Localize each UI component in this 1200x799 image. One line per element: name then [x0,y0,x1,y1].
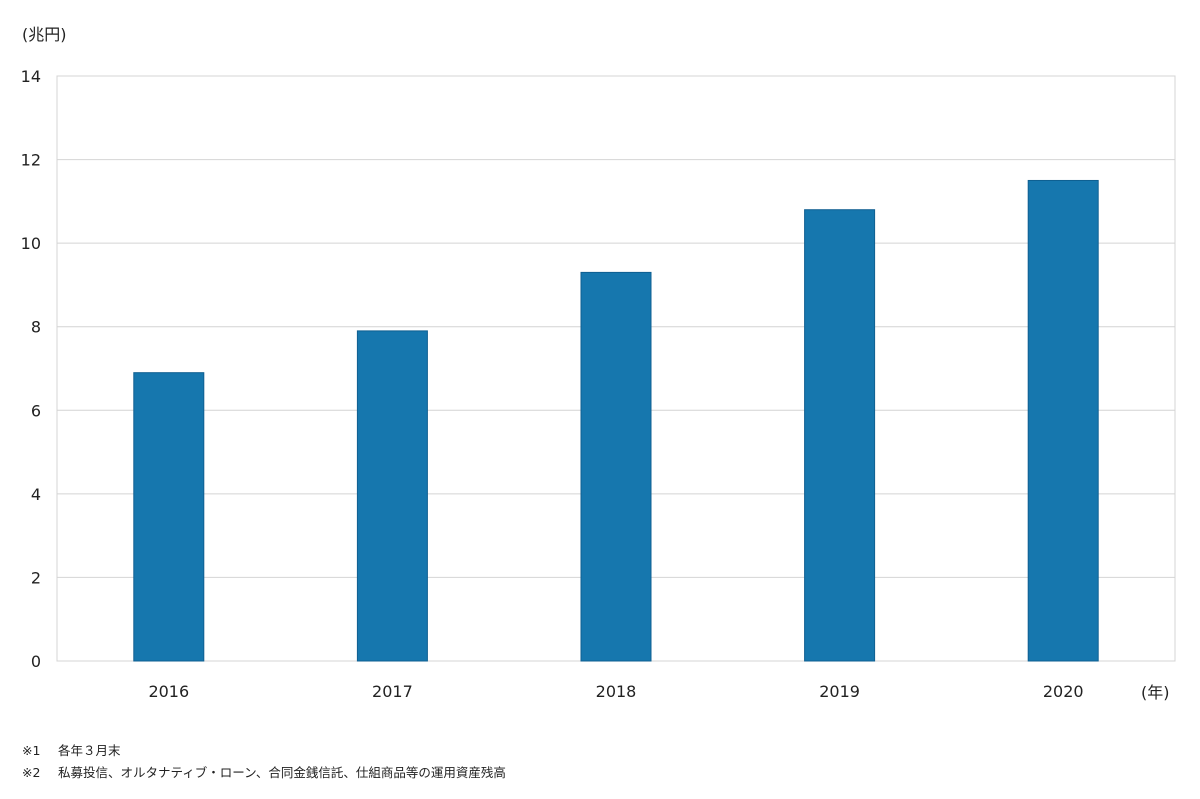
y-axis-ticks: 0 2 4 6 8 10 12 14 [21,67,41,671]
bar-2019 [804,209,876,662]
y-tick-label: 0 [31,652,41,671]
bars [133,179,1099,662]
y-tick-label: 8 [31,318,41,337]
footnote-1: ※1 各年３月末 [22,740,506,762]
footnote-mark: ※1 [22,743,41,758]
y-tick-label: 6 [31,401,41,420]
bar-chart: 0 2 4 6 8 10 12 14 2016 2017 2018 2019 2020 (兆円) (年… [21,25,1176,702]
x-axis-unit-label: (年) [1141,683,1170,702]
x-tick-label: 2018 [596,682,637,701]
x-tick-label: 2016 [148,682,189,701]
x-tick-label: 2017 [372,682,413,701]
x-axis-ticks: 2016 2017 2018 2019 2020 [148,682,1083,701]
x-tick-label: 2019 [819,682,860,701]
y-tick-label: 10 [21,234,41,253]
footnote-text: 各年３月末 [58,743,121,758]
y-tick-label: 4 [31,485,41,504]
x-tick-label: 2020 [1043,682,1084,701]
y-axis-unit-label: (兆円) [22,25,67,44]
y-tick-label: 12 [21,151,41,170]
bar-2017 [356,330,428,662]
bar-2018 [580,271,652,662]
footnote-text: 私募投信、オルタナティブ・ローン、合同金銭信託、仕組商品等の運用資産残高 [58,765,506,780]
footnote-2: ※2 私募投信、オルタナティブ・ローン、合同金銭信託、仕組商品等の運用資産残高 [22,762,506,784]
y-tick-label: 14 [21,67,41,86]
footnotes: ※1 各年３月末 ※2 私募投信、オルタナティブ・ローン、合同金銭信託、仕組商品等の… [22,740,506,784]
bar-2020 [1027,179,1099,662]
y-tick-label: 2 [31,568,41,587]
bar-2016 [133,372,205,662]
footnote-mark: ※2 [22,765,41,780]
